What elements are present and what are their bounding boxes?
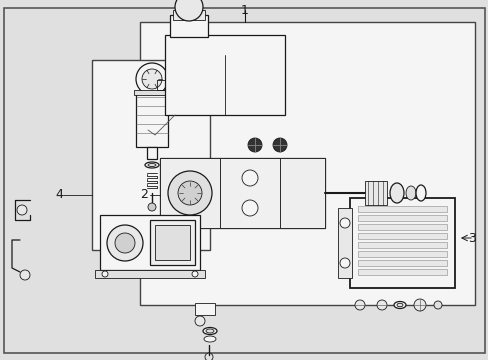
Bar <box>280 158 325 228</box>
Bar <box>357 269 446 275</box>
Bar <box>220 158 280 228</box>
Circle shape <box>272 138 286 152</box>
Ellipse shape <box>396 303 402 307</box>
Bar <box>150 220 195 265</box>
Text: 1: 1 <box>241 4 248 17</box>
Ellipse shape <box>148 163 156 166</box>
Circle shape <box>107 225 142 261</box>
Bar <box>160 158 325 228</box>
Circle shape <box>204 353 213 360</box>
Text: 2: 2 <box>140 189 148 202</box>
Circle shape <box>242 170 258 186</box>
Circle shape <box>413 299 425 311</box>
Ellipse shape <box>115 234 125 240</box>
Circle shape <box>136 63 168 95</box>
Ellipse shape <box>205 329 214 333</box>
Circle shape <box>339 218 349 228</box>
Bar <box>95 270 204 278</box>
Bar <box>136 92 168 147</box>
Ellipse shape <box>203 336 216 342</box>
Circle shape <box>178 181 202 205</box>
Circle shape <box>17 205 27 215</box>
Circle shape <box>115 233 135 253</box>
Ellipse shape <box>389 183 403 203</box>
Bar <box>195 303 215 315</box>
Bar <box>357 233 446 239</box>
Ellipse shape <box>106 256 114 260</box>
Circle shape <box>376 300 386 310</box>
Bar <box>349 198 454 288</box>
Bar <box>173 10 204 20</box>
Circle shape <box>195 316 204 326</box>
Ellipse shape <box>415 185 425 201</box>
Circle shape <box>157 255 167 265</box>
Circle shape <box>354 300 364 310</box>
Circle shape <box>149 239 161 251</box>
Bar <box>140 22 474 305</box>
Bar <box>357 242 446 248</box>
Ellipse shape <box>203 328 217 334</box>
Bar <box>160 158 220 228</box>
Bar <box>92 60 209 250</box>
Bar <box>357 206 446 212</box>
Circle shape <box>242 200 258 216</box>
Ellipse shape <box>130 240 140 246</box>
Bar <box>337 208 351 278</box>
Circle shape <box>148 203 156 211</box>
Ellipse shape <box>103 254 117 262</box>
Bar <box>364 181 386 205</box>
Bar <box>134 90 170 95</box>
Bar <box>357 260 446 266</box>
Bar <box>170 15 207 37</box>
Bar <box>164 35 285 115</box>
Circle shape <box>247 138 262 152</box>
Ellipse shape <box>145 162 159 168</box>
Circle shape <box>142 69 162 89</box>
Circle shape <box>162 244 174 256</box>
Bar <box>147 147 157 159</box>
Bar <box>357 224 446 230</box>
Circle shape <box>433 301 441 309</box>
Circle shape <box>102 271 108 277</box>
Bar <box>100 215 200 270</box>
Bar <box>155 225 190 260</box>
Circle shape <box>339 258 349 268</box>
Bar <box>357 215 446 221</box>
Circle shape <box>175 0 203 21</box>
Circle shape <box>20 270 30 280</box>
Circle shape <box>168 171 212 215</box>
Ellipse shape <box>393 302 405 309</box>
Bar <box>357 251 446 257</box>
Ellipse shape <box>405 186 415 200</box>
Text: 4: 4 <box>55 189 63 202</box>
Circle shape <box>192 271 198 277</box>
Text: 3: 3 <box>467 231 475 244</box>
